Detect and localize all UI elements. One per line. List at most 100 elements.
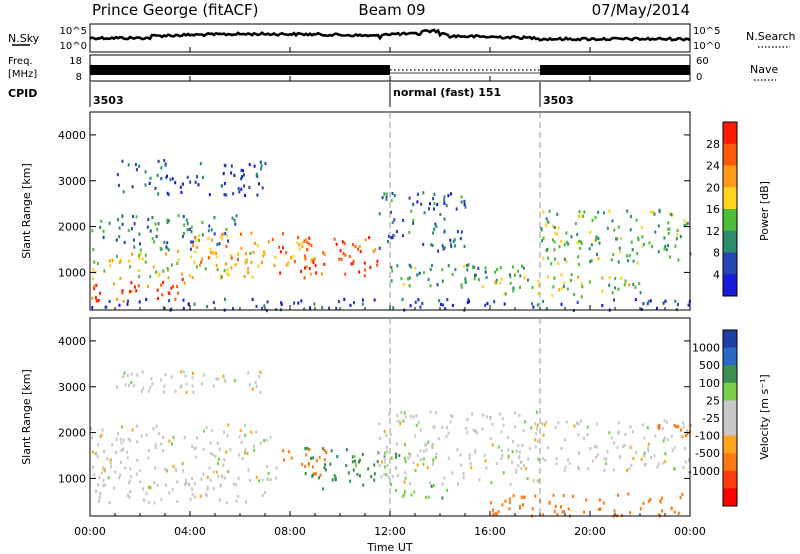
velocity-cell-9 [629,511,632,515]
velocity-cell-5 [446,488,449,492]
velocity-cell-6 [518,450,521,454]
power-cell-4 [308,266,311,271]
power-cell-8 [589,260,592,264]
velocity-cell-6 [502,471,505,475]
velocity-cell-0 [102,483,105,488]
power-cell-5 [157,192,160,196]
power-cell-6 [459,237,462,241]
velocity-cell-9 [497,510,500,514]
velocity-cell-7 [563,468,566,472]
power-cell-10 [373,298,376,302]
power-cell-0 [146,284,149,288]
power-cell-9 [580,282,583,286]
power-cell-6 [437,249,440,253]
velocity-cell-0 [130,474,133,478]
velocity-colorbar-label: Velocity [m s⁻¹] [758,374,771,459]
power-cell-8 [611,219,614,223]
power-cell-3 [192,244,194,248]
velocity-cell-6 [378,450,381,455]
velocity-cell-7 [623,443,626,447]
freq-label-1: Freq. [8,56,33,67]
power-cell-4 [279,250,282,254]
velocity-cell-6 [449,414,452,418]
velocity-cell-1 [126,374,129,378]
velocity-cell-0 [244,448,247,452]
velocity-cell-0 [121,447,124,451]
velocity-cell-0 [91,436,93,440]
power-cell-4 [306,240,309,245]
power-cell-0 [162,280,165,284]
power-cell-7 [416,273,419,277]
velocity-cell-6 [490,481,493,485]
velocity-cell-7 [630,463,633,467]
velocity-cell-7 [603,468,606,472]
power-colorbar-frame [722,121,738,297]
velocity-cell-9 [562,510,565,514]
velocity-cell-0 [100,471,103,475]
velocity-cell-6 [489,436,492,440]
velocity-cell-7 [626,468,628,473]
power-cell-10 [649,299,652,303]
power-cell-8 [657,224,660,228]
power-cell-10 [446,298,449,302]
velocity-cell-0 [208,466,211,470]
velocity-cell-5 [403,489,406,493]
velocity-cell-6 [514,411,517,415]
velocity-cell-0 [118,476,121,480]
velocity-cell-6 [447,456,450,460]
power-cell-4 [341,240,344,244]
power-cell-6 [416,200,419,204]
velocity-cell-6 [397,473,400,477]
power-cell-5 [240,177,243,181]
power-cell-5 [221,184,223,188]
power-cell-1 [249,251,252,255]
velocity-cell-6 [419,428,422,432]
y-tick-label: 3000 [58,381,86,394]
power-cell-7 [391,269,394,273]
velocity-cell-6 [500,456,503,460]
velocity-cell-9 [492,508,494,512]
velocity-cell-0 [194,447,197,451]
velocity-cell-7 [624,432,627,436]
power-cell-5 [199,162,202,166]
velocity-cell-7 [596,453,599,457]
velocity-cell-2 [304,464,307,468]
power-cell-10 [484,303,487,307]
power-cell-8 [541,239,543,243]
velocity-cell-9 [613,509,616,513]
power-cell-10 [414,300,417,304]
power-cell-5 [258,182,260,186]
power-cell-10 [266,300,269,304]
velocity-cell-0 [235,499,238,503]
velocity-cell-8 [658,426,661,430]
power-cell-2 [186,221,189,226]
velocity-cell-6 [400,411,403,415]
velocity-cell-0 [255,475,258,479]
power-cell-10 [467,298,470,302]
power-cell-0 [176,285,179,289]
power-cell-10 [664,299,667,303]
power-cell-9 [588,280,591,284]
velocity-cell-6 [379,437,381,441]
velocity-cell-1 [182,370,185,374]
power-colorbar-tick: 20 [706,181,720,194]
power-cell-7 [447,264,450,268]
velocity-cell-4 [384,465,387,469]
freq-band-1 [90,65,390,75]
power-cell-6 [385,197,388,201]
velocity-cell-6 [469,462,472,466]
power-cell-4 [352,243,354,247]
power-cell-2 [121,222,124,226]
power-cell-4 [352,261,355,265]
power-cell-7 [484,270,487,274]
velocity-colorbar-segment [723,400,737,419]
power-cell-6 [450,245,453,249]
velocity-cell-4 [398,453,401,458]
power-cell-0 [99,291,102,295]
velocity-cell-6 [389,432,392,437]
velocity-cell-0 [265,438,268,442]
power-cell-4 [314,257,316,261]
velocity-cell-3 [333,474,336,478]
velocity-cell-6 [383,460,386,464]
velocity-cell-1 [203,373,206,377]
